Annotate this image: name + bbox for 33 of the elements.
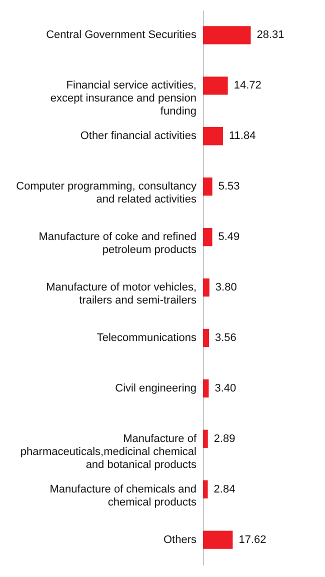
y-tick-label: Manufacture of motor vehicles, trailers and semi-trailers (46, 282, 197, 306)
bar (203, 278, 210, 297)
data-label: 11.84 (228, 130, 256, 142)
bar (203, 178, 212, 196)
y-tick-label: Manufacture of coke and refined petroleum products (38, 231, 197, 256)
data-label: 5.53 (218, 180, 240, 193)
y-tick-label: Manufacture of chemicals and chemical products (50, 483, 197, 508)
bar (203, 379, 209, 398)
data-label: 2.84 (214, 483, 236, 496)
y-tick-label: Central Government Securities (46, 29, 197, 42)
data-label: 3.80 (215, 282, 237, 294)
data-label: 3.56 (215, 332, 236, 344)
y-tick-label: Telecommunications (96, 332, 197, 344)
y-tick-label: Other financial activities (80, 130, 197, 142)
bar (203, 127, 223, 146)
data-label: 17.62 (238, 534, 266, 546)
bar (203, 480, 208, 498)
data-label: 5.49 (218, 231, 240, 244)
y-tick-label: Financial service activities, except insurance and pension funding (50, 80, 196, 118)
bar (203, 530, 233, 549)
data-label: 28.31 (256, 29, 284, 42)
bar (203, 328, 210, 348)
bar (203, 76, 228, 95)
data-label: 3.40 (214, 382, 236, 394)
y-tick-label: Civil engineering (115, 382, 196, 394)
data-label: 2.89 (214, 432, 236, 445)
data-label: 14.72 (234, 80, 262, 92)
bar (203, 228, 212, 246)
y-tick-label: Computer programming, consultancy and related activities (16, 180, 197, 206)
bar (203, 430, 208, 448)
y-tick-label: Manufacture of pharmaceuticals,medicinal chemical and botanical products (20, 432, 198, 471)
bar (203, 26, 251, 44)
y-tick-label: Others (163, 534, 197, 546)
